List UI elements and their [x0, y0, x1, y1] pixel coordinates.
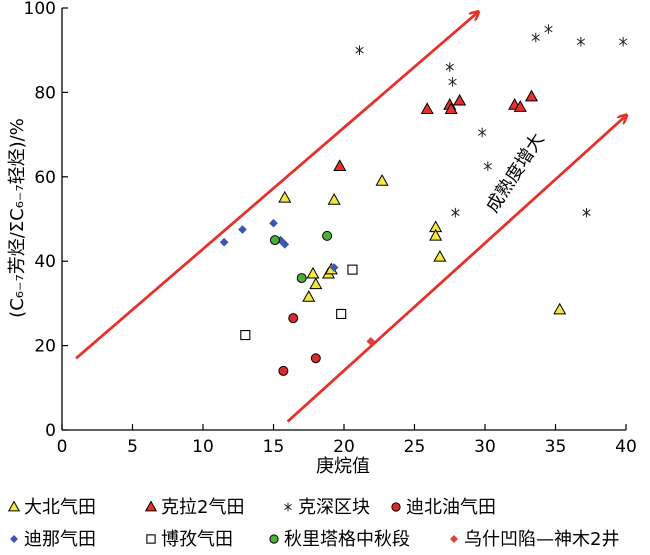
data-point: [336, 308, 347, 320]
data-point: [445, 62, 454, 72]
x-tick-label: 5: [127, 437, 138, 457]
data-point: [238, 225, 247, 234]
data-point: [306, 266, 320, 279]
legend-marker: [269, 534, 279, 544]
data-point: [433, 249, 447, 262]
x-tick-label: 10: [192, 437, 214, 457]
legend-label: 迪那气田: [24, 529, 96, 550]
y-tick-label: 20: [34, 337, 56, 357]
data-point: [366, 337, 376, 346]
y-tick-label: 60: [34, 168, 56, 188]
y-axis: 0 20 40 60 80 100: [24, 0, 68, 441]
legend-label: 大北气田: [24, 497, 96, 518]
y-tick-label: 100: [24, 0, 56, 19]
maturity-arrow: [75, 12, 478, 360]
x-tick-label: 0: [57, 437, 68, 457]
x-tick-label: 20: [333, 437, 355, 457]
data-point: [483, 161, 492, 172]
data-point: [269, 218, 278, 228]
legend-label: 克拉2气田: [161, 497, 244, 518]
x-tick-label: 40: [615, 437, 637, 457]
data-point: [278, 365, 289, 376]
data-point: [444, 102, 458, 114]
legend-label: 克深区块: [298, 497, 370, 518]
x-axis-label: 庚烷值: [316, 456, 370, 477]
data-point: [582, 207, 591, 218]
data-point: [322, 230, 333, 241]
data-point: [355, 45, 364, 55]
data-point: [240, 329, 251, 341]
data-point: [309, 277, 323, 290]
plot-area: [61, 8, 626, 431]
data-point: [619, 36, 628, 47]
y-tick-label: 0: [45, 421, 56, 441]
x-tick-label: 30: [474, 437, 496, 457]
legend-marker: [284, 502, 292, 512]
data-point: [544, 24, 553, 34]
x-tick-label: 35: [545, 437, 567, 457]
legend-marker: [10, 535, 18, 543]
x-axis: 0 5 10 15 20 25 30 35 40: [57, 424, 637, 457]
trend-arrows: [75, 12, 626, 423]
legend-marker: [450, 535, 458, 543]
legend-label: 秋里塔格中秋段: [284, 529, 410, 550]
data-point: [302, 290, 316, 302]
data-point: [531, 32, 540, 43]
legend-label: 乌什凹陷—神木2井: [464, 529, 619, 550]
data-point: [453, 93, 467, 106]
legend-marker: [391, 502, 401, 512]
x-tick-label: 25: [404, 437, 426, 457]
data-point: [329, 263, 339, 272]
data-point: [347, 264, 358, 275]
data-point: [451, 207, 460, 218]
data-point: [448, 77, 457, 87]
data-point: [375, 173, 389, 186]
data-point: [553, 302, 567, 315]
data-point: [278, 190, 292, 203]
maturity-arrow: [286, 116, 626, 423]
legend-label: 迪北油气田: [406, 497, 496, 518]
legend-label: 博孜气田: [161, 529, 233, 550]
data-point: [478, 127, 487, 138]
y-tick-label: 40: [34, 252, 56, 272]
legend-marker: [7, 500, 21, 512]
data-point: [310, 353, 321, 364]
data-point: [333, 159, 347, 171]
data-point: [280, 240, 290, 249]
data-point: [429, 228, 443, 241]
data-point: [327, 192, 341, 205]
data-point: [219, 237, 229, 247]
data-point: [269, 235, 280, 246]
legend-marker: [146, 534, 156, 544]
data-point: [576, 36, 586, 47]
data-point: [420, 102, 434, 114]
x-tick-label: 15: [263, 437, 285, 457]
legend-marker: [144, 500, 158, 512]
data-point: [524, 89, 539, 102]
data-point: [513, 100, 527, 112]
maturity-annotation: 成熟度增大: [482, 130, 549, 217]
data-point: [288, 313, 299, 324]
data-points: [219, 24, 628, 376]
y-axis-label: (C₆₋₇芳烃/ΣC₆₋₇轻烃)/%: [7, 118, 28, 318]
data-point: [296, 273, 307, 284]
y-tick-label: 80: [34, 83, 56, 103]
